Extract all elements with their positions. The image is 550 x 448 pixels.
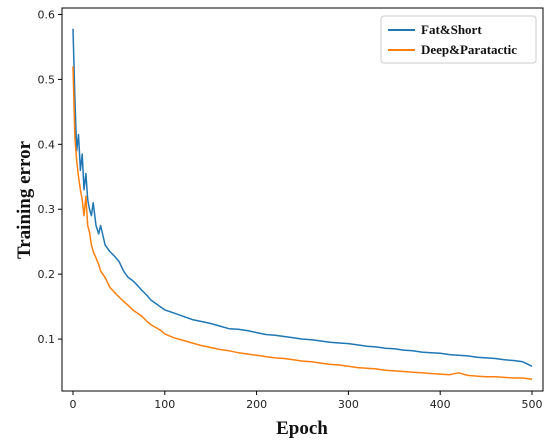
y-tick-label: 0.5 xyxy=(38,73,56,86)
y-tick-label: 0.1 xyxy=(38,333,56,346)
legend-label: Deep&Paratactic xyxy=(421,42,517,57)
legend-box xyxy=(380,15,537,64)
series-lines xyxy=(72,28,533,381)
axis-ticks: 0 100 200 300 400 500 0.1 0.2 0.3 0.4 0.5 0.6 xyxy=(38,8,543,411)
x-tick-label: 400 xyxy=(430,398,451,411)
x-tick-label: 0 xyxy=(70,398,77,411)
legend: Fat&Short Deep&Paratactic xyxy=(380,15,537,64)
y-axis-title: Training error xyxy=(14,140,35,259)
y-tick-label: 0.2 xyxy=(38,268,56,281)
y-tick-label: 0.4 xyxy=(38,138,56,151)
series-line-fat-short xyxy=(72,28,533,367)
series-line-deep-paratactic xyxy=(72,66,533,381)
x-tick-label: 500 xyxy=(521,398,542,411)
x-tick-label: 100 xyxy=(154,398,175,411)
x-tick-label: 200 xyxy=(246,398,267,411)
x-axis-title: Epoch xyxy=(276,418,328,439)
x-tick-label: 300 xyxy=(338,398,359,411)
y-tick-label: 0.3 xyxy=(38,203,56,216)
legend-label: Fat&Short xyxy=(421,22,482,37)
plot-area xyxy=(61,7,544,392)
y-tick-label: 0.6 xyxy=(38,8,56,21)
